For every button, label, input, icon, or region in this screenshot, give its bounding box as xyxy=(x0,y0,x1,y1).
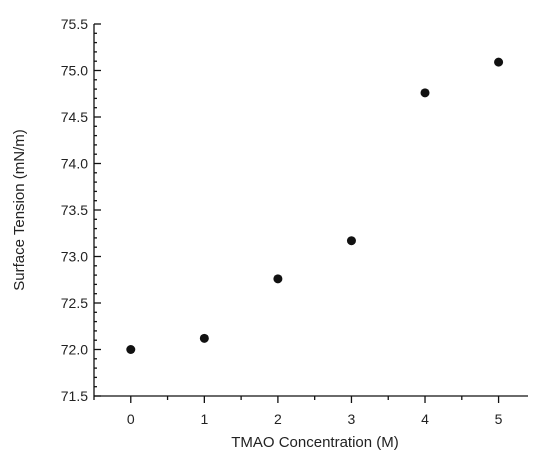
y-tick-label: 73.0 xyxy=(61,249,88,265)
data-point xyxy=(126,345,136,354)
x-tick-label: 1 xyxy=(200,411,208,427)
y-tick-label: 73.5 xyxy=(61,202,88,218)
data-point xyxy=(420,88,430,98)
x-tick-label: 0 xyxy=(127,411,135,427)
x-tick-label: 2 xyxy=(274,411,282,427)
x-axis-ticks: 0 1 2 3 4 5 xyxy=(93,396,503,427)
y-axis-label: Surface Tension (mN/m) xyxy=(11,129,28,290)
y-tick-label: 74.0 xyxy=(61,156,88,172)
y-tick-label: 75.5 xyxy=(61,16,88,32)
x-axis-label: TMAO Concentration (M) xyxy=(231,434,399,451)
y-tick-label: 72.0 xyxy=(61,342,88,358)
x-tick-label: 3 xyxy=(348,411,356,427)
y-tick-label: 72.5 xyxy=(61,295,88,311)
axes xyxy=(93,24,528,397)
y-axis-ticks: 71.5 72.0 72.5 73.0 73.5 74.0 74.5 75.0 75.5 xyxy=(61,16,101,404)
x-tick-label: 4 xyxy=(421,411,429,427)
data-points xyxy=(126,57,504,354)
data-point xyxy=(346,236,356,246)
x-tick-label: 5 xyxy=(495,411,503,427)
y-tick-label: 75.0 xyxy=(61,63,88,79)
y-tick-label: 74.5 xyxy=(61,109,88,125)
y-tick-label: 71.5 xyxy=(61,388,88,404)
data-point xyxy=(199,333,209,343)
data-point xyxy=(273,274,283,284)
data-point xyxy=(494,57,504,67)
